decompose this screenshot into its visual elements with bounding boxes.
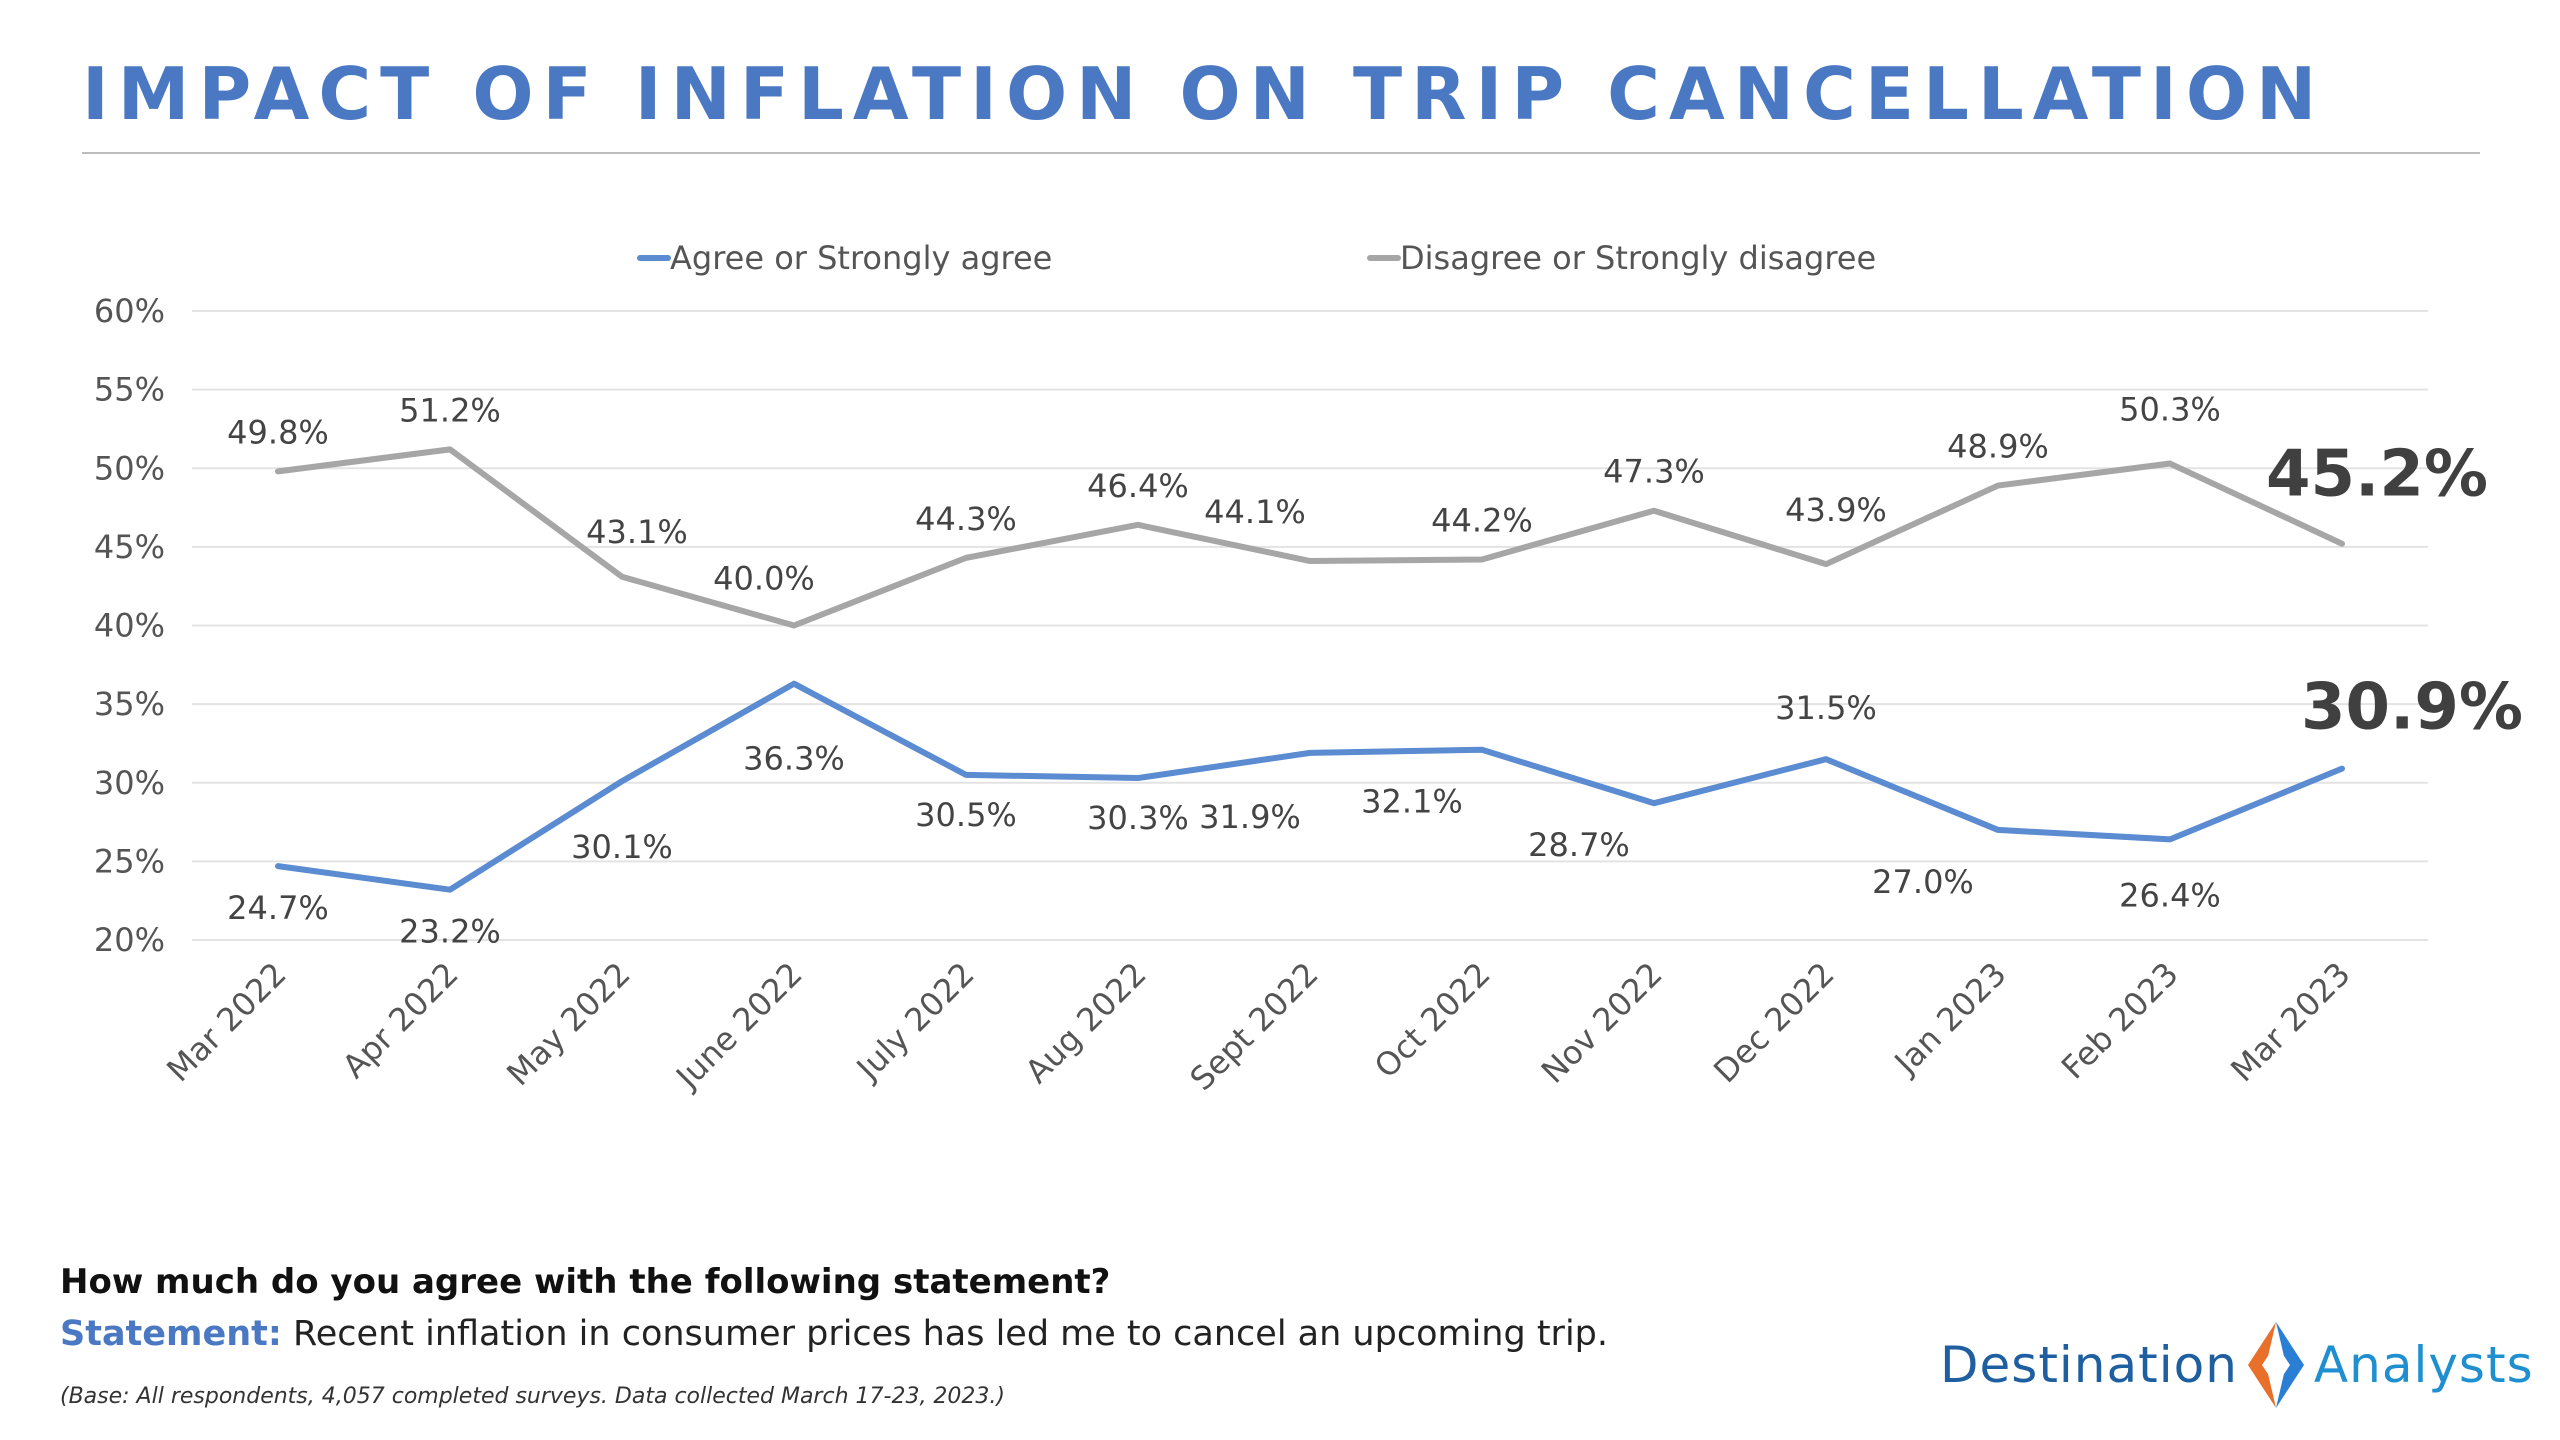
data-label: 44.2% [1431, 501, 1533, 539]
page-title: IMPACT OF INFLATION ON TRIP CANCELLATION [82, 52, 2326, 136]
x-tick-label: June 2022 [667, 955, 809, 1097]
data-label: 43.9% [1785, 491, 1887, 529]
data-label: 44.3% [915, 500, 1017, 538]
data-label: 32.1% [1361, 783, 1463, 821]
statement-lead: Statement: [60, 1314, 282, 1354]
diamond-logo-icon [2247, 1322, 2304, 1408]
x-tick-label: Aug 2022 [1018, 955, 1154, 1091]
y-tick-label: 40% [94, 607, 165, 645]
title-divider [82, 152, 2480, 154]
line-chart: 20% 25% 30% 35% 40% 45% 50% 55% 60% Mar 2022 Apr 2… [94, 239, 2523, 1098]
x-tick-label: July 2022 [848, 955, 982, 1089]
data-label: 47.3% [1603, 453, 1705, 491]
x-tick-label: May 2022 [499, 955, 637, 1093]
data-label: 43.1% [586, 513, 688, 551]
destination-analysts-logo: Destination Analysts [1940, 1322, 2534, 1408]
x-tick-label: Nov 2022 [1534, 955, 1670, 1091]
data-label: 40.0% [713, 560, 815, 598]
data-label: 48.9% [1947, 428, 2049, 466]
y-tick-label: 55% [94, 371, 165, 409]
data-label: 36.3% [743, 740, 845, 778]
x-tick-label: Feb 2023 [2054, 955, 2186, 1087]
data-label: 51.2% [399, 391, 501, 429]
data-label-highlight: 45.2% [2266, 438, 2488, 512]
data-label: 44.1% [1204, 493, 1306, 531]
statement-text: Recent inflation in consumer prices has … [281, 1314, 1609, 1354]
data-label: 30.1% [571, 828, 673, 866]
data-label: 50.3% [2119, 391, 2221, 429]
data-label: 24.7% [227, 889, 329, 927]
legend-label: Disagree or Strongly disagree [1400, 239, 1876, 277]
base-note: (Base: All respondents, 4,057 completed … [60, 1384, 1005, 1409]
survey-statement: Statement: Recent inflation in consumer … [60, 1314, 1608, 1354]
data-label: 30.5% [915, 796, 1017, 834]
data-label: 26.4% [2119, 876, 2221, 914]
data-label: 49.8% [227, 413, 329, 451]
legend-label: Agree or Strongly agree [670, 239, 1052, 277]
data-label: 46.4% [1087, 467, 1189, 505]
logo-word-analysts: Analysts [2313, 1336, 2534, 1394]
x-tick-label: Mar 2023 [2223, 955, 2357, 1089]
y-tick-label: 50% [94, 449, 165, 487]
data-label: 30.3% [1087, 799, 1189, 837]
x-tick-label: Dec 2022 [1706, 955, 1841, 1090]
x-tick-label: Oct 2022 [1367, 955, 1498, 1086]
y-tick-label: 60% [94, 292, 165, 330]
y-tick-label: 45% [94, 528, 165, 566]
data-label: 23.2% [399, 913, 501, 951]
series-line [275, 446, 2345, 629]
y-tick-label: 30% [94, 764, 165, 802]
data-label: 27.0% [1872, 863, 1974, 901]
series-line [275, 680, 2345, 893]
data-label: 31.5% [1775, 689, 1877, 727]
logo-word-destination: Destination [1940, 1336, 2238, 1394]
survey-question: How much do you agree with the following… [60, 1262, 1111, 1302]
x-tick-label: Apr 2022 [335, 955, 466, 1086]
y-tick-label: 20% [94, 921, 165, 959]
x-tick-label: Mar 2022 [159, 955, 293, 1089]
y-tick-label: 35% [94, 685, 165, 723]
x-tick-label: Sept 2022 [1182, 955, 1325, 1098]
y-tick-label: 25% [94, 842, 165, 880]
data-label: 28.7% [1528, 826, 1630, 864]
data-label-highlight: 30.9% [2301, 671, 2523, 745]
data-label: 31.9% [1199, 798, 1301, 836]
x-tick-label: Jan 2023 [1886, 955, 2014, 1083]
